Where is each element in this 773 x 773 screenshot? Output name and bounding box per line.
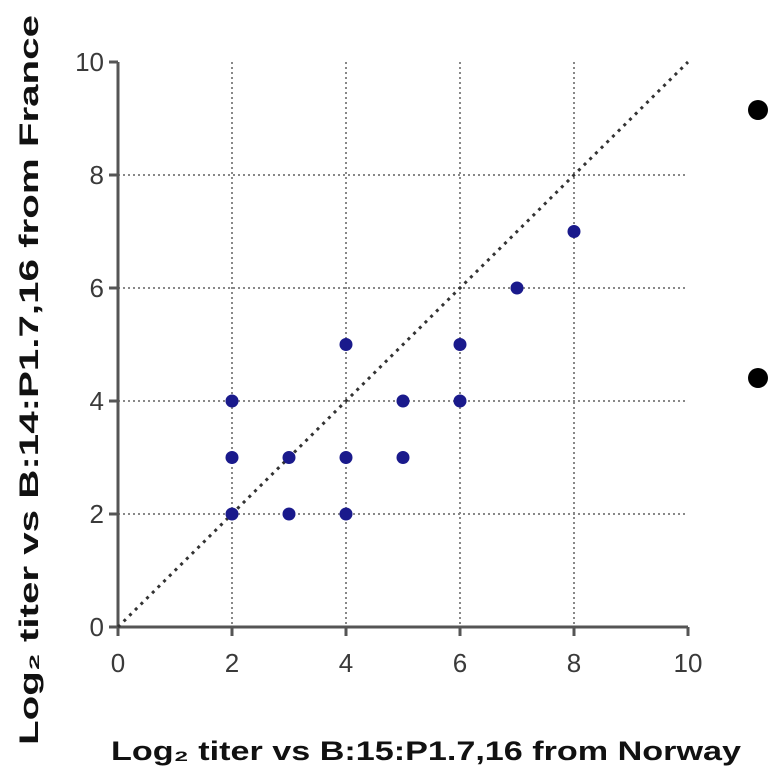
x-tick-label: 4 xyxy=(339,648,353,678)
y-tick-label: 8 xyxy=(90,160,104,190)
tick-labels: 0 2 4 6 8 10 0 2 4 6 8 10 xyxy=(75,47,702,678)
data-point xyxy=(510,281,524,295)
data-point xyxy=(225,451,239,464)
bullet-point-2 xyxy=(748,368,768,388)
data-points xyxy=(225,225,581,521)
data-point xyxy=(339,338,353,351)
x-tick-label: 8 xyxy=(567,648,581,678)
x-tick-label: 2 xyxy=(225,648,239,678)
x-axis-title: Log₂ titer vs B:15:P1.7,16 from Norway xyxy=(111,736,741,766)
data-point xyxy=(339,507,353,521)
data-point xyxy=(225,394,239,408)
y-axis-title: Log₂ titer vs B:14:P1.7,16 from France xyxy=(14,15,44,745)
axes xyxy=(109,60,690,636)
bullet-point-1 xyxy=(748,100,768,120)
data-point xyxy=(282,451,296,464)
grid-lines xyxy=(118,62,688,627)
identity-line xyxy=(116,60,690,629)
data-point xyxy=(396,394,410,408)
data-point xyxy=(339,451,353,464)
data-point xyxy=(225,507,239,521)
data-point xyxy=(453,338,467,351)
x-tick-label: 10 xyxy=(674,648,703,678)
reference-line xyxy=(116,60,690,629)
y-tick-label: 6 xyxy=(90,273,104,303)
y-tick-label: 0 xyxy=(90,612,104,642)
data-point xyxy=(396,451,410,464)
y-tick-label: 10 xyxy=(75,47,104,77)
x-tick-label: 0 xyxy=(111,648,125,678)
data-point xyxy=(567,225,581,238)
x-tick-label: 6 xyxy=(453,648,467,678)
data-point xyxy=(453,394,467,408)
y-tick-label: 2 xyxy=(90,499,104,529)
data-point xyxy=(282,507,296,521)
y-tick-label: 4 xyxy=(90,386,104,416)
